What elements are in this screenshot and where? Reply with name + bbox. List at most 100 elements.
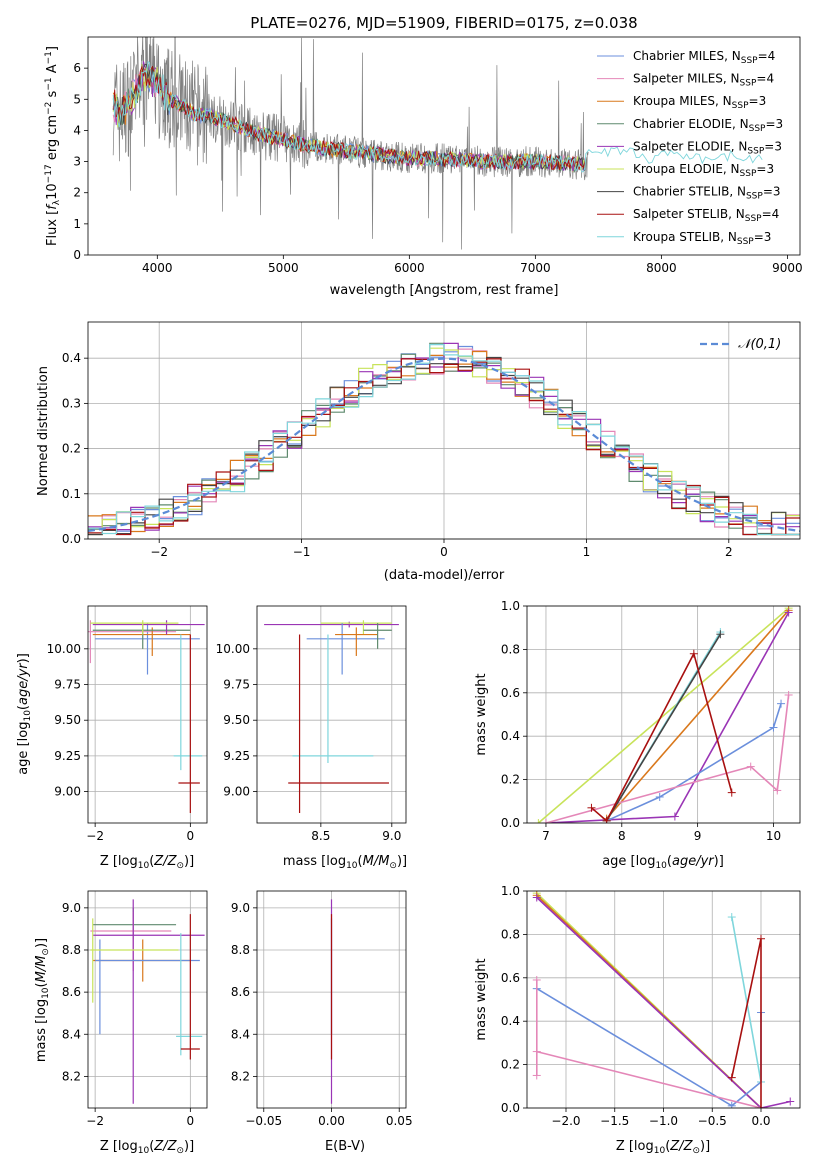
- x-tick-label: −2: [150, 545, 168, 559]
- legend-subscript: SSP: [745, 214, 762, 224]
- x-axis-label: mass [log10(M/M⊙)]: [283, 854, 407, 871]
- y-axis-label-part: age/yr: [16, 662, 31, 705]
- x-tick-label: −0.05: [245, 1114, 282, 1128]
- x-axis-label-part: age [log: [602, 854, 655, 869]
- y-tick-label: 9.25: [54, 749, 81, 763]
- x-tick-label: 0.0: [751, 1114, 770, 1128]
- z-mass-panel-plot: [90, 899, 205, 1104]
- x-axis-label-part: )]: [397, 854, 407, 869]
- legend-series-name: Chabrier ELODIE, N: [633, 117, 749, 131]
- weight-line: [545, 694, 790, 823]
- legend-nssp: =3: [763, 185, 781, 199]
- x-tick-label: 0.05: [386, 1114, 413, 1128]
- legend-nssp: =4: [756, 72, 774, 86]
- residual-panel-plot: [88, 342, 800, 536]
- x-axis-label-part: (: [149, 854, 154, 869]
- legend-nssp: =4: [762, 207, 780, 221]
- legend-series-name: Salpeter STELIB, N: [633, 207, 745, 221]
- y-tick-label: 1: [73, 217, 81, 231]
- legend-subscript: SSP: [749, 124, 766, 134]
- y-tick-label: 8.2: [62, 1069, 81, 1083]
- y-tick-label: 0.0: [62, 532, 81, 546]
- weight-line: [731, 916, 762, 1083]
- legend-series-name: Chabrier STELIB, N: [633, 185, 746, 199]
- x-tick-label: 0.00: [318, 1114, 345, 1128]
- legend-nssp: =3: [756, 162, 774, 176]
- legend-entry: 𝒩(0,1): [738, 337, 781, 352]
- age-weight-panel-plot: [534, 606, 793, 823]
- y-tick-label: 9.75: [223, 678, 250, 692]
- y-tick-label: 9.25: [223, 749, 250, 763]
- x-axis-label-part: )]: [184, 854, 194, 869]
- x-axis-label: age [log10(age/yr)]: [602, 854, 724, 871]
- x-axis-label: Z [log10(Z/Z⊙)]: [100, 854, 194, 871]
- spectrum-panel-plot: [112, 37, 763, 250]
- x-axis-label-part: ⊙: [692, 1146, 700, 1156]
- y-axis-label-part: s: [45, 90, 60, 101]
- legend-subscript: SSP: [741, 56, 758, 66]
- y-tick-label: 8.6: [62, 985, 81, 999]
- legend-series-name: Kroupa ELODIE, N: [633, 162, 740, 176]
- x-axis-label-part: 10: [655, 861, 667, 871]
- y-tick-label: 0.1: [62, 487, 81, 501]
- x-tick-label: 10: [766, 829, 781, 843]
- y-axis-label-part: −17: [44, 164, 54, 183]
- y-tick-label: 9.50: [223, 713, 250, 727]
- y-tick-label: 0.2: [62, 442, 81, 456]
- y-tick-label: 0: [73, 248, 81, 262]
- y-axis-label-part: −1: [44, 51, 54, 64]
- y-tick-label: 9.0: [62, 901, 81, 915]
- y-axis-label: mass [log10(M/M⊙)]: [34, 938, 51, 1062]
- legend-entry: Chabrier STELIB, NSSP=3: [633, 185, 781, 202]
- y-tick-label: 9.00: [223, 785, 250, 799]
- mass-age-panel-grid: [257, 606, 406, 823]
- y-axis-label-part: mass [log: [34, 999, 49, 1062]
- age-weight-panel: 7 8 9 10 0.0 0.2 0.4 0.6 0.8 1.0 mass weight age [l…: [474, 599, 801, 871]
- y-tick-label: 8.6: [231, 985, 250, 999]
- mass-age-panel: 8.5 9.0 9.00 9.25 9.50 9.75 10.00 mass [log10(M…: [216, 605, 407, 871]
- y-axis-label-part: 10: [23, 710, 33, 722]
- x-axis-label-part: 10: [346, 861, 358, 871]
- legend-nssp: =3: [754, 230, 772, 244]
- y-axis-label-part: 10: [45, 183, 60, 200]
- x-axis-label-part: (: [667, 854, 672, 869]
- y-tick-label: 9.0: [231, 901, 250, 915]
- y-axis-label-part: Flux [: [45, 210, 60, 246]
- x-axis-label-part: 10: [138, 1146, 150, 1156]
- legend-series-name: Salpeter ELODIE, N: [633, 139, 747, 153]
- weight-line: [731, 938, 762, 1108]
- y-tick-label: 0.4: [501, 729, 520, 743]
- x-tick-label: 8000: [646, 261, 677, 275]
- ebv-mass-panel: −0.05 0.00 0.05 8.2 8.4 8.6 8.8 9.0 E(B-V): [231, 890, 413, 1154]
- y-tick-label: 8.4: [62, 1027, 81, 1041]
- y-tick-label: 10.00: [216, 642, 250, 656]
- y-tick-label: 0.4: [62, 351, 81, 365]
- observed-spectrum: [112, 37, 589, 250]
- y-tick-label: 8.4: [231, 1027, 250, 1041]
- x-axis-label-part: ⊙: [389, 861, 397, 871]
- x-tick-label: 0: [187, 829, 195, 843]
- legend-nssp: =4: [758, 49, 776, 63]
- y-tick-label: 1.0: [501, 884, 520, 898]
- x-tick-label: 0: [440, 545, 448, 559]
- x-tick-label: 8: [618, 829, 626, 843]
- x-tick-label: 2: [725, 545, 733, 559]
- legend-nssp: =3: [764, 139, 782, 153]
- x-axis-label: (data-model)/error: [384, 568, 505, 583]
- y-tick-label: 0.8: [501, 642, 520, 656]
- x-tick-label: 4000: [142, 261, 173, 275]
- legend-entry: Kroupa ELODIE, NSSP=3: [633, 162, 774, 179]
- x-axis-label-part: 10: [138, 861, 150, 871]
- y-axis-label-part: 10: [41, 987, 51, 999]
- x-axis-label-part: age/yr: [672, 854, 715, 869]
- y-tick-label: 8.2: [231, 1069, 250, 1083]
- legend-entry: Salpeter ELODIE, NSSP=3: [633, 139, 782, 156]
- y-tick-label: 1.0: [501, 599, 520, 613]
- legend-series-name: Chabrier MILES, N: [633, 49, 741, 63]
- weight-line: [537, 607, 790, 823]
- y-axis-label-part: −1: [44, 77, 54, 90]
- y-tick-label: 8.8: [62, 943, 81, 957]
- x-axis-label-part: (: [149, 1139, 154, 1154]
- x-tick-label: 8.5: [311, 829, 330, 843]
- y-tick-label: 3: [73, 155, 81, 169]
